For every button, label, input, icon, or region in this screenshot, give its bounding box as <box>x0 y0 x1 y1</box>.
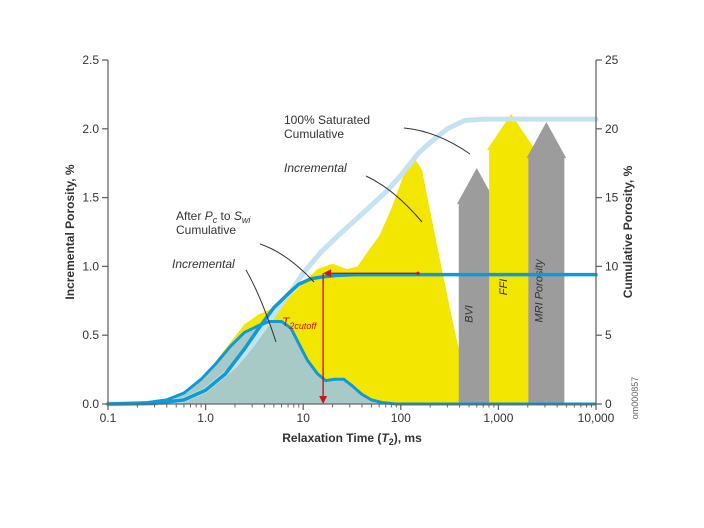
yr-tick-label: 10 <box>605 259 619 273</box>
yl-tick-label: 2.5 <box>82 53 99 67</box>
leader-sat-cum <box>404 128 470 154</box>
yr-tick-label: 15 <box>605 191 619 205</box>
arrow-bvi-label: BVI <box>464 305 476 323</box>
label-sat-cum-2: Cumulative <box>284 127 344 141</box>
yl-tick-label: 2.0 <box>82 122 99 136</box>
arrow-mri-label: MRI Porosity <box>533 258 545 322</box>
x-axis-title: Relaxation Time (T2), ms <box>282 431 422 447</box>
yr-tick-label: 20 <box>605 122 619 136</box>
x-tick-label: 1.0 <box>197 411 214 425</box>
chart-svg: BVIFFIMRI PorosityT2cutoff0.11.0101001,0… <box>64 24 640 454</box>
arrow-ffi-label: FFI <box>498 279 510 296</box>
yr-tick-label: 25 <box>605 53 619 67</box>
label-after-cum-2: Cumulative <box>176 223 236 237</box>
label-sat-cum-1: 100% Saturated <box>284 113 370 127</box>
yl-tick-label: 0.0 <box>82 397 99 411</box>
yr-tick-label: 5 <box>605 328 612 342</box>
x-tick-label: 10,000 <box>578 411 615 425</box>
leader-after-cum <box>260 244 314 282</box>
image-credit: om000857 <box>630 377 640 420</box>
x-tick-label: 0.1 <box>100 411 117 425</box>
figure-card: BVIFFIMRI PorosityT2cutoff0.11.0101001,0… <box>0 0 704 528</box>
yl-tick-label: 0.5 <box>82 328 99 342</box>
label-sat-inc: Incremental <box>284 161 347 175</box>
yl-tick-label: 1.0 <box>82 259 99 273</box>
x-tick-label: 100 <box>391 411 411 425</box>
x-tick-label: 1,000 <box>483 411 513 425</box>
yr-tick-label: 0 <box>605 397 612 411</box>
yl-tick-label: 1.5 <box>82 191 99 205</box>
y-right-title: Cumulative Porosity, % <box>621 165 635 298</box>
y-left-title: Incremental Porosity, % <box>64 164 77 299</box>
plot-area: BVIFFIMRI PorosityT2cutoff0.11.0101001,0… <box>64 24 640 454</box>
x-tick-label: 10 <box>297 411 311 425</box>
label-after-inc: Incremental <box>172 257 235 271</box>
t2cutoff-dot <box>416 272 419 275</box>
